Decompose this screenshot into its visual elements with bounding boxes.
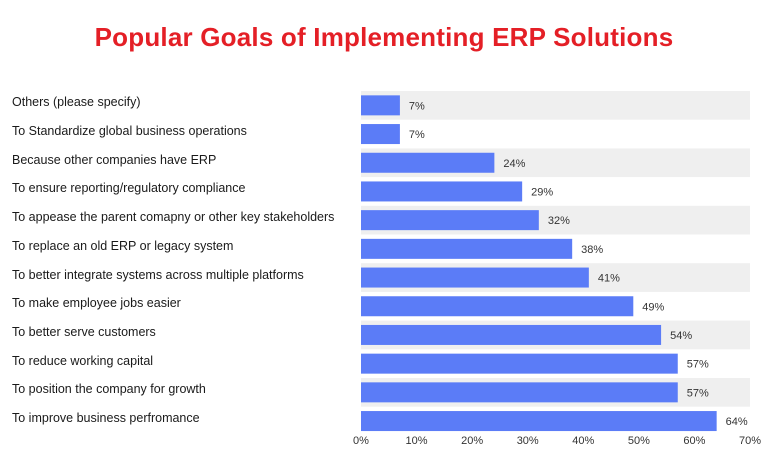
x-tick-label: 40% — [572, 435, 594, 447]
data-label: 49% — [642, 301, 664, 313]
bar — [361, 353, 678, 374]
data-label: 41% — [598, 273, 620, 285]
x-tick-label: 50% — [628, 435, 650, 447]
x-tick-label: 0% — [353, 435, 369, 447]
bar — [361, 210, 539, 231]
category-label: To better serve customers — [12, 324, 156, 339]
category-label: Because other companies have ERP — [12, 152, 217, 167]
category-label: To ensure reporting/regulatory complianc… — [12, 181, 246, 196]
row-band — [361, 91, 750, 120]
bar — [361, 267, 589, 288]
data-label: 24% — [503, 158, 525, 170]
category-label: To appease the parent comapny or other k… — [12, 210, 335, 225]
data-label: 29% — [531, 186, 553, 198]
category-label: Others (please specify) — [12, 95, 141, 110]
category-label: To reduce working capital — [12, 353, 154, 368]
data-label: 57% — [687, 387, 709, 399]
x-tick-label: 10% — [406, 435, 428, 447]
data-label: 32% — [548, 215, 570, 227]
data-label: 57% — [687, 359, 709, 371]
x-tick-label: 60% — [683, 435, 705, 447]
category-label: To make employee jobs easier — [12, 296, 181, 311]
data-label: 54% — [670, 330, 692, 342]
data-label: 38% — [581, 244, 603, 256]
bar — [361, 296, 634, 317]
bar — [361, 411, 717, 432]
bar — [361, 324, 662, 345]
data-label: 7% — [409, 100, 425, 112]
data-label: 64% — [726, 416, 748, 428]
x-tick-label: 30% — [517, 435, 539, 447]
category-label: To better integrate systems across multi… — [12, 267, 304, 282]
bar — [361, 382, 678, 403]
chart-title: Popular Goals of Implementing ERP Soluti… — [94, 22, 674, 52]
bar — [361, 152, 495, 173]
x-tick-label: 20% — [461, 435, 483, 447]
category-label: To replace an old ERP or legacy system — [12, 238, 234, 253]
bar — [361, 238, 573, 259]
data-label: 7% — [409, 129, 425, 141]
category-label: To position the company for growth — [12, 382, 206, 397]
category-label: To Standardize global business operation… — [12, 124, 247, 139]
category-label: To improve business perfromance — [12, 411, 200, 426]
x-tick-label: 70% — [739, 435, 761, 447]
bar — [361, 124, 400, 145]
bar — [361, 181, 523, 202]
bar — [361, 95, 400, 116]
